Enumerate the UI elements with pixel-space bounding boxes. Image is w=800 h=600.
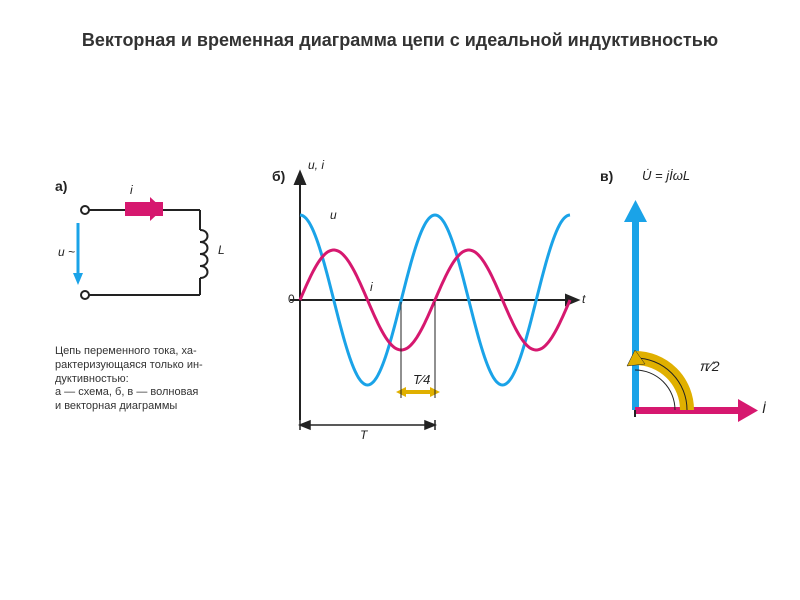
circuit-diagram [70, 195, 240, 325]
phasor-diagram [610, 170, 780, 450]
caption-block: Цепь переменного тока, ха- рактеризующая… [55, 345, 245, 414]
origin-label: 0 [288, 292, 295, 306]
caption-line: рактеризующаяся только ин- [55, 359, 203, 371]
T4-label: T⁄4 [413, 372, 430, 387]
caption-line: Цепь переменного тока, ха- [55, 345, 197, 357]
u-curve-label: u [330, 208, 337, 222]
i-arrow-icon [125, 197, 163, 221]
y-axis-label: u, i [308, 158, 324, 172]
caption-line: дуктивностью: [55, 373, 129, 385]
waveform-chart [270, 160, 590, 460]
u-label: u ~ [58, 245, 75, 259]
T-label: T [360, 428, 367, 442]
u-vector-icon [624, 200, 647, 410]
caption-line: а — схема, б, в — волновая [55, 386, 198, 398]
panel-a-label: а) [55, 178, 67, 194]
angle-label: π⁄2 [700, 358, 720, 374]
formula-label: U̇ = jİωL [642, 168, 690, 183]
i-vector-icon [635, 399, 758, 422]
L-label: L [218, 243, 225, 257]
i-curve-label: i [370, 280, 373, 294]
i-label: i [130, 183, 133, 197]
page-title: Векторная и временная диаграмма цепи с и… [0, 30, 800, 51]
I-vector-label: İ [762, 400, 766, 416]
x-axis-label: t [582, 292, 585, 306]
caption-line: и векторная диаграммы [55, 400, 177, 412]
